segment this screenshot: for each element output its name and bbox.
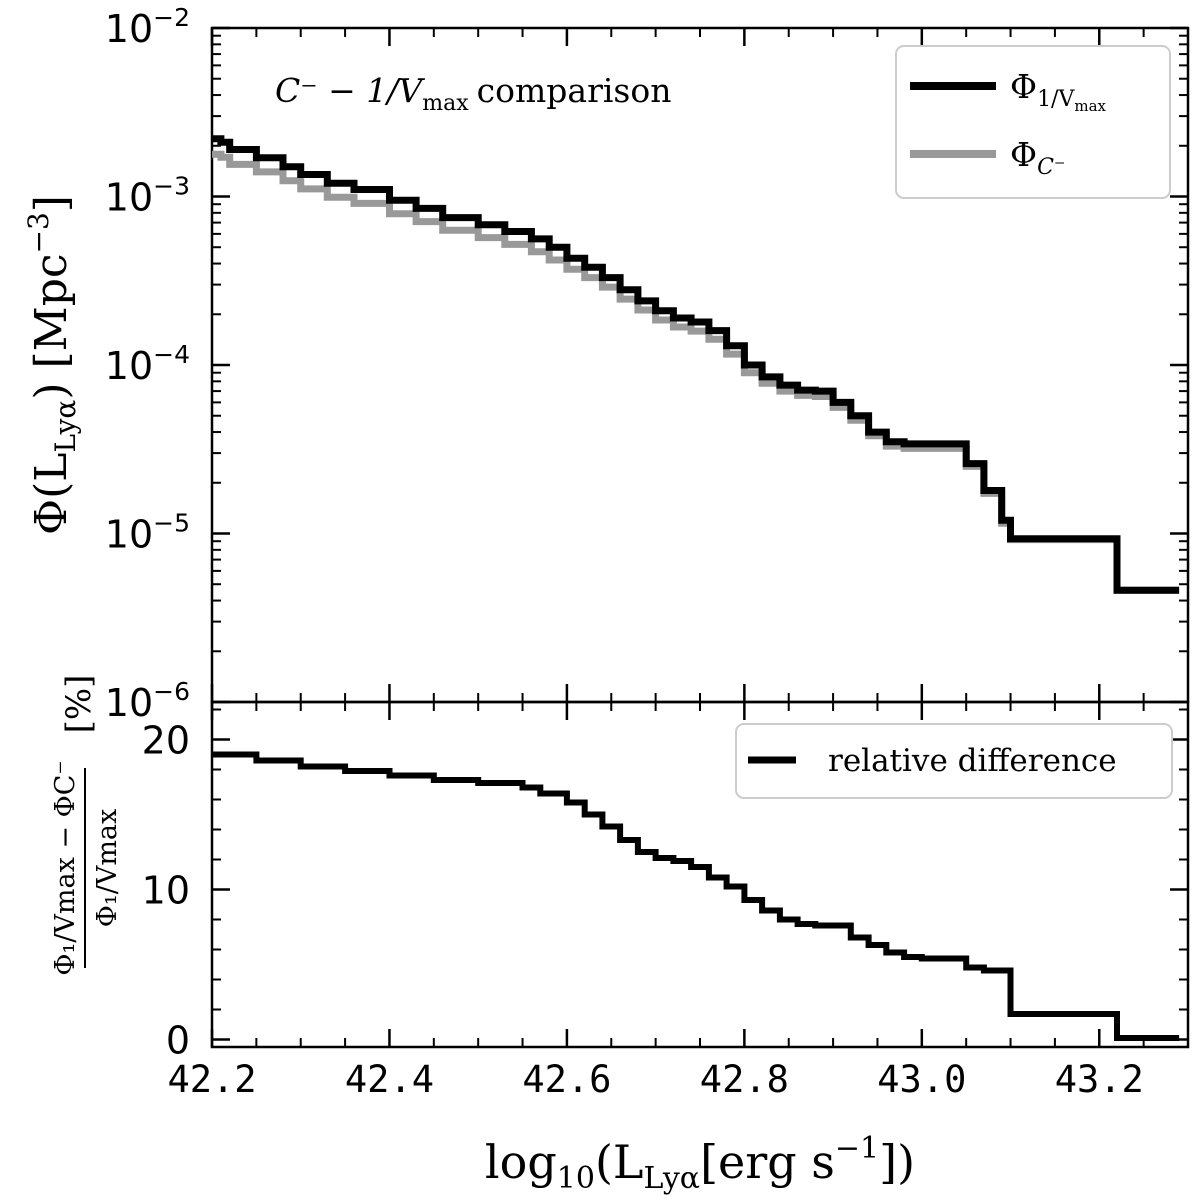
top-y-tick-label: 10−6 [105, 677, 190, 725]
x-tick-label: 42.6 [522, 1058, 611, 1101]
legend-label-vmax: Φ1/Vmax [1010, 67, 1107, 115]
top-y-tick-label: 10−5 [105, 509, 190, 557]
series-relative-difference-line [212, 751, 1180, 1041]
annotation-main: C⁻ − 1/V [275, 71, 425, 110]
bottom-panel-series [212, 751, 1180, 1041]
bottom-panel-ticks: 0 10 20 42.2 42.4 42.6 42.8 43.0 43.2 [142, 702, 1189, 1101]
x-tick-label: 42.2 [167, 1058, 256, 1101]
x-tick-label: 43.2 [1055, 1058, 1144, 1101]
x-axis-label: log10(LLyα[erg s−1]) [485, 1131, 915, 1196]
bottom-legend: relative difference [735, 723, 1173, 799]
top-y-tick-label: 10−2 [105, 3, 190, 51]
top-y-axis-label: Φ(LLyα) [Mpc−3] [22, 195, 82, 535]
bottom-y-label-unit: [%] [59, 675, 99, 734]
x-tick-label: 42.4 [345, 1058, 434, 1101]
top-y-tick-label: 10−3 [105, 172, 190, 220]
legend-label-reldiff: relative difference [828, 743, 1117, 779]
bottom-y-tick-label: 10 [142, 869, 190, 913]
legend-label-cminus: ΦC⁻ [1010, 135, 1066, 180]
top-legend: Φ1/Vmax ΦC⁻ [895, 45, 1171, 199]
series-phi-cminus-line [212, 150, 1180, 594]
top-y-tick-label: 10−4 [105, 340, 190, 388]
top-panel-ticks: 10−2 10−3 10−4 10−5 10−6 [105, 3, 1189, 725]
bottom-y-label-numerator: Φ₁/Vmax − ΦC⁻ [50, 760, 81, 975]
comparison-annotation: C⁻ − 1/Vmax comparison [275, 71, 671, 116]
bottom-y-tick-label: 20 [142, 719, 190, 763]
top-panel-series [212, 135, 1180, 594]
x-tick-label: 42.8 [700, 1058, 789, 1101]
annotation-sub: max [422, 91, 469, 116]
series-phi-vmax-line [212, 135, 1180, 594]
bottom-y-axis-label: Φ₁/Vmax − ΦC⁻ Φ₁/Vmax [%] [50, 675, 123, 976]
bottom-legend-box [735, 723, 1173, 799]
bottom-y-tick-label: 0 [166, 1019, 190, 1063]
bottom-y-label-denominator: Φ₁/Vmax [92, 809, 123, 927]
annotation-tail: comparison [477, 71, 672, 110]
x-tick-label: 43.0 [877, 1058, 966, 1101]
